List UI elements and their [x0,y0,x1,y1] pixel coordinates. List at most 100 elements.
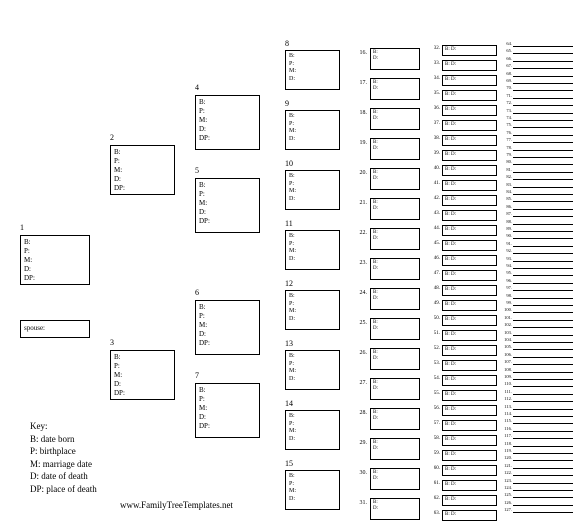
gen4-number: 11 [285,219,293,228]
gen7-line [513,261,573,262]
gen7-line [513,127,573,128]
gen1-number: 1 [20,223,24,232]
gen6-box: B: D: [442,330,497,341]
gen7-number: 69. [498,78,512,83]
gen7-line [513,423,573,424]
gen7-number: 90. [498,233,512,238]
gen7-line [513,268,573,269]
gen7-number: 70. [498,85,512,90]
gen3-number: 4 [195,83,199,92]
gen7-number: 66. [498,56,512,61]
gen7-line [513,335,573,336]
gen7-number: 81. [498,167,512,172]
gen7-number: 67. [498,63,512,68]
gen7-number: 88. [498,219,512,224]
gen7-line [513,105,573,106]
gen6-number: 38. [428,136,440,141]
gen7-number: 127. [498,507,512,512]
gen6-box: B: D: [442,420,497,431]
gen7-line [513,120,573,121]
gen7-number: 74. [498,115,512,120]
gen3-number: 5 [195,166,199,175]
gen2-number: 2 [110,133,114,142]
gen7-line [513,194,573,195]
gen7-number: 106. [498,352,512,357]
gen7-number: 115. [498,418,512,423]
footer-link: www.FamilyTreeTemplates.net [120,500,233,510]
gen5-box: B:D: [370,378,420,400]
gen7-number: 107. [498,359,512,364]
gen6-number: 46. [428,256,440,261]
gen7-line [513,438,573,439]
gen5-number: 18. [357,110,367,116]
gen7-number: 95. [498,270,512,275]
gen7-number: 124. [498,485,512,490]
gen6-box: B: D: [442,195,497,206]
gen7-number: 109. [498,374,512,379]
gen7-number: 104. [498,337,512,342]
gen7-line [513,172,573,173]
gen5-number: 28. [357,410,367,416]
gen7-number: 116. [498,426,512,431]
gen5-number: 31. [357,500,367,506]
gen4-box: B:P:M:D: [285,50,340,90]
gen7-number: 114. [498,411,512,416]
gen4-number: 8 [285,39,289,48]
gen7-line [513,312,573,313]
gen4-number: 14 [285,399,293,408]
gen6-box: B: D: [442,405,497,416]
gen7-number: 86. [498,204,512,209]
gen7-line [513,409,573,410]
gen3-box: B:P:M:D:DP: [195,300,260,355]
gen6-box: B: D: [442,435,497,446]
gen7-line [513,216,573,217]
gen7-line [513,98,573,99]
gen5-box: B:D: [370,498,420,520]
gen7-line [513,275,573,276]
gen6-box: B: D: [442,150,497,161]
gen6-number: 49. [428,301,440,306]
gen6-box: B: D: [442,210,497,221]
gen5-box: B:D: [370,198,420,220]
gen6-box: B: D: [442,465,497,476]
gen6-number: 40. [428,166,440,171]
gen7-number: 119. [498,448,512,453]
gen6-box: B: D: [442,120,497,131]
gen7-line [513,76,573,77]
gen7-line [513,209,573,210]
gen6-box: B: D: [442,270,497,281]
gen7-line [513,349,573,350]
gen6-number: 55. [428,391,440,396]
gen7-line [513,468,573,469]
gen2-box: B:P:M:D:DP: [110,145,175,195]
gen7-line [513,327,573,328]
gen7-number: 100. [498,307,512,312]
gen4-box: B:P:M:D: [285,410,340,450]
gen7-line [513,90,573,91]
gen7-number: 75. [498,122,512,127]
gen4-number: 12 [285,279,293,288]
gen7-line [513,164,573,165]
gen7-number: 91. [498,241,512,246]
gen6-number: 57. [428,421,440,426]
gen7-number: 97. [498,285,512,290]
gen6-number: 36. [428,106,440,111]
gen7-number: 111. [498,389,512,394]
gen7-number: 84. [498,189,512,194]
gen7-number: 76. [498,130,512,135]
gen7-number: 120. [498,455,512,460]
gen4-box: B:P:M:D: [285,230,340,270]
gen6-number: 59. [428,451,440,456]
gen5-box: B:D: [370,78,420,100]
gen7-line [513,394,573,395]
gen5-number: 27. [357,380,367,386]
gen7-line [513,475,573,476]
gen6-number: 54. [428,376,440,381]
gen7-line [513,497,573,498]
gen6-box: B: D: [442,180,497,191]
gen7-line [513,416,573,417]
gen6-box: B: D: [442,75,497,86]
gen5-box: B:D: [370,288,420,310]
gen6-box: B: D: [442,90,497,101]
gen7-number: 103. [498,330,512,335]
